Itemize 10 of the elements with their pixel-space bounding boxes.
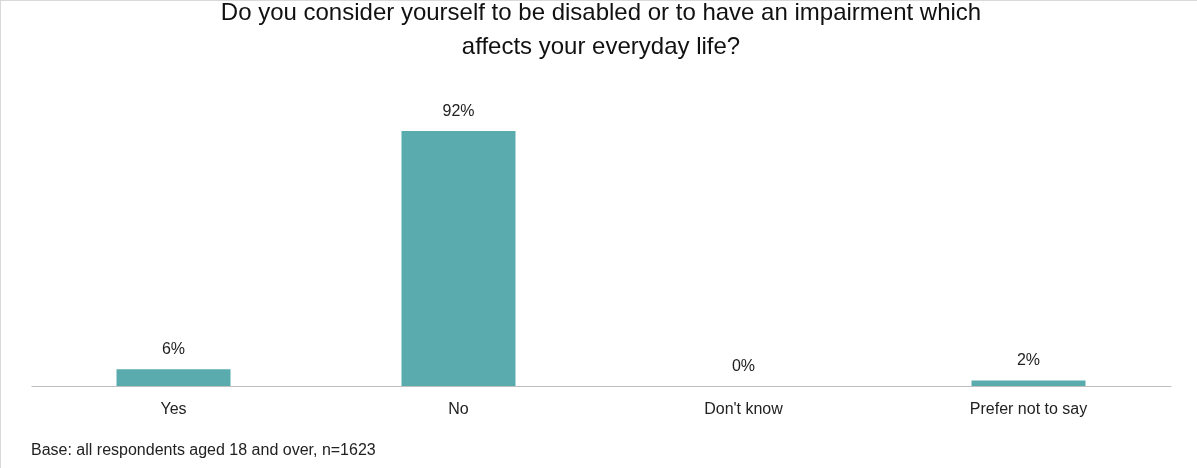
x-tick-label: No [448,399,469,417]
data-label: 6% [161,340,186,358]
chart-title: Do you consider yourself to be disabled or to have an impairment which affects your everyday life? [220,0,982,59]
x-tick-label: Prefer not to say [969,399,1088,417]
x-tick-label: Yes [160,399,187,417]
data-label: 92% [442,102,475,119]
x-tick-label: Don't know [704,399,784,417]
data-label: 2% [1016,351,1041,369]
text: Base: all respondents aged 18 and over, n=1623 [31,441,376,459]
data-label: 0% [731,357,756,374]
